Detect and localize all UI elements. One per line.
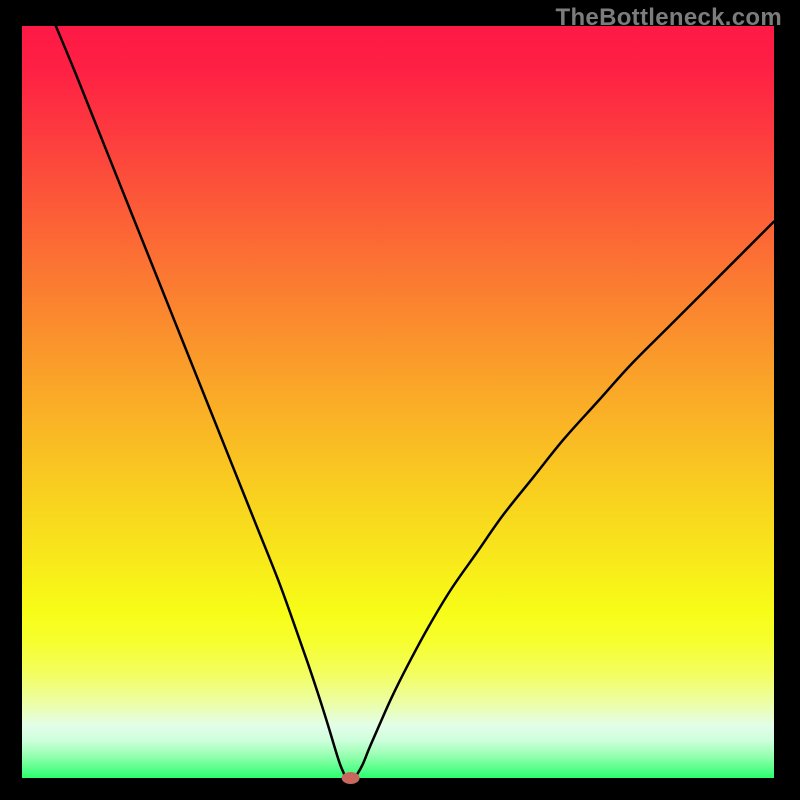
bottleneck-chart: TheBottleneck.com [0, 0, 800, 800]
plot-area [22, 26, 774, 784]
gradient-background [22, 26, 774, 778]
minimum-marker [342, 772, 360, 784]
chart-svg [0, 0, 800, 800]
